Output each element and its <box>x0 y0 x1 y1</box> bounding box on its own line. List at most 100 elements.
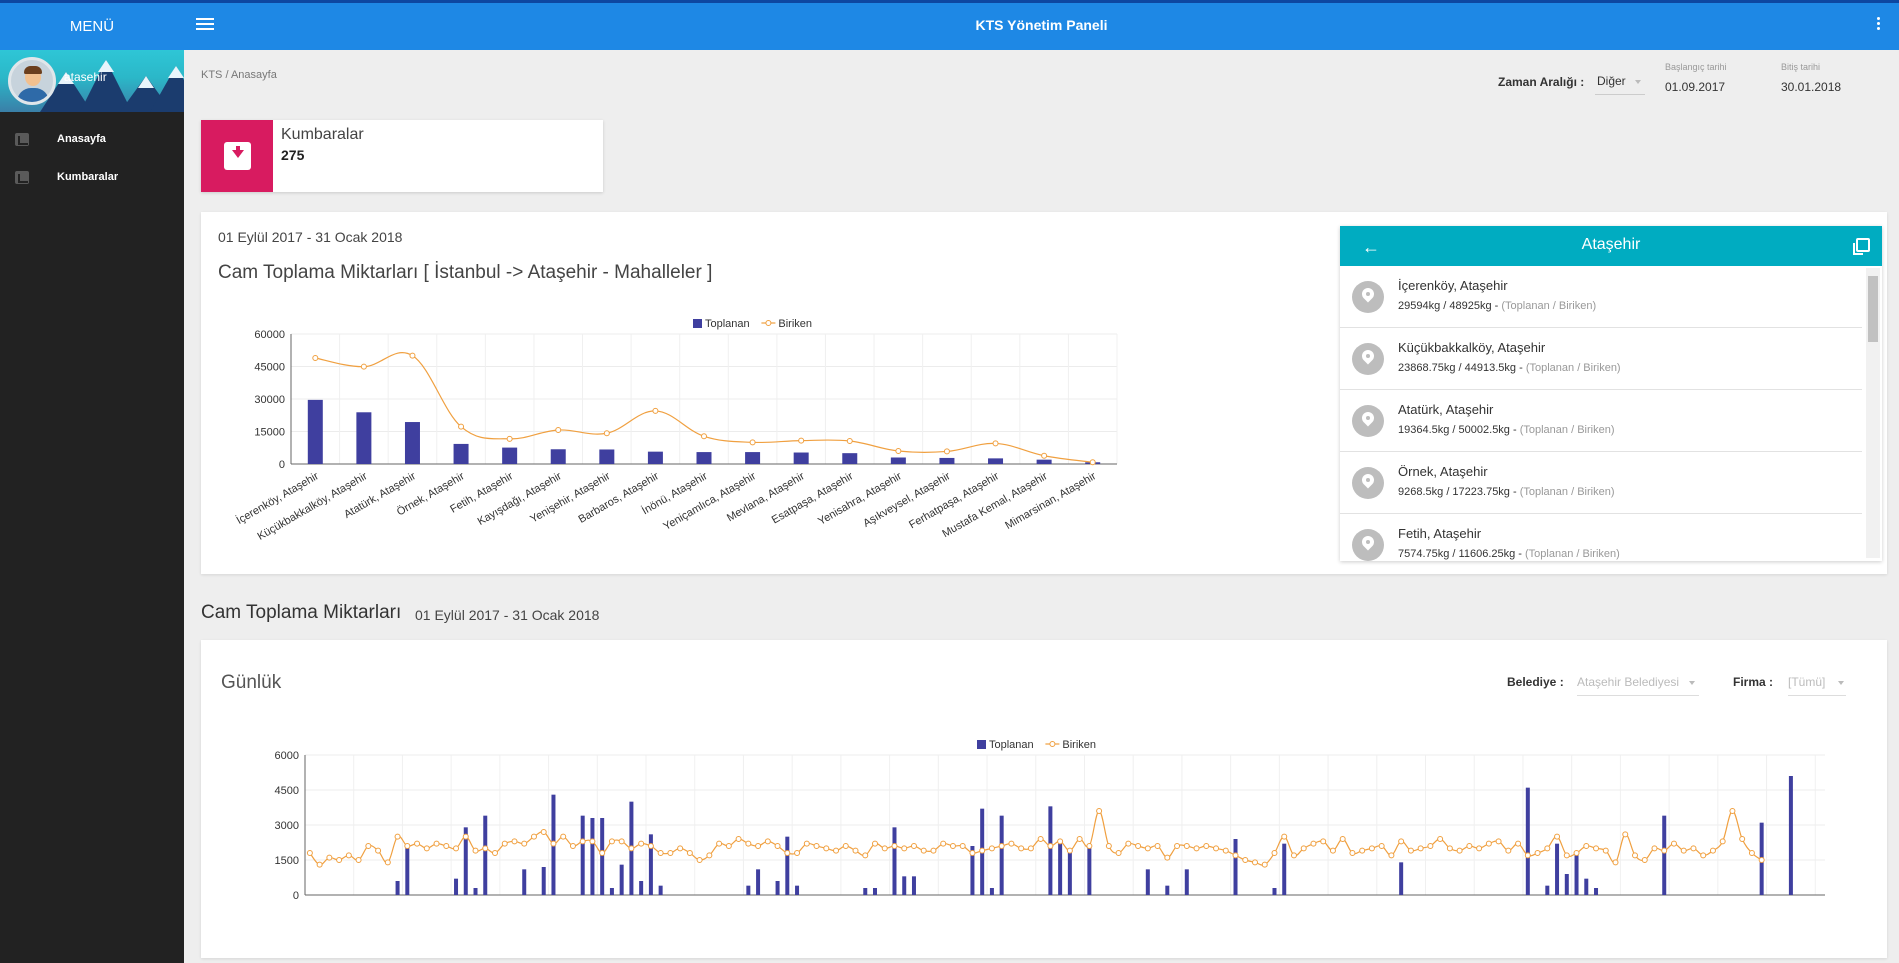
line-point <box>1612 859 1619 866</box>
line-point <box>701 433 707 440</box>
bar <box>1594 888 1599 895</box>
line-point <box>336 857 343 863</box>
line-point <box>1183 843 1190 849</box>
line-point <box>1437 836 1444 842</box>
list-item-values: 29594kg / 48925kg - (Toplanan / Biriken) <box>1398 300 1597 312</box>
line-point <box>725 843 732 849</box>
section-title: Cam Toplama Miktarları <box>201 602 402 623</box>
line-point <box>910 843 917 849</box>
bar <box>619 864 624 895</box>
list-item[interactable]: Fetih, Ataşehir 7574.75kg / 11606.25kg - … <box>1340 514 1862 561</box>
line-point <box>1719 838 1726 845</box>
line-point <box>1485 840 1492 847</box>
line-point <box>988 845 995 852</box>
line-point <box>1154 843 1161 849</box>
line-point <box>409 352 416 359</box>
line-point <box>555 426 562 433</box>
line-point <box>1739 836 1746 842</box>
line-point <box>1339 836 1346 842</box>
line-point <box>1329 847 1336 854</box>
bar-chart-icon <box>15 132 29 146</box>
more-vert-icon[interactable] <box>1875 17 1881 35</box>
x-tick-label: Yeniçamlıca, Ataşehir <box>661 470 758 533</box>
bar <box>745 452 761 464</box>
time-range-select[interactable]: Diğer <box>1595 74 1645 95</box>
line-point <box>365 843 372 849</box>
line-point <box>794 850 801 856</box>
location-pin-icon <box>1352 343 1384 375</box>
line-point <box>943 448 950 455</box>
legend-swatch <box>765 320 772 326</box>
kumbaralar-card[interactable]: Kumbaralar 275 <box>201 120 603 192</box>
hamburger-menu-icon[interactable] <box>196 18 214 32</box>
bar <box>863 888 868 895</box>
line-point <box>998 843 1005 849</box>
line-point <box>603 430 610 437</box>
line-point <box>569 843 576 849</box>
line-point <box>647 843 654 849</box>
legend-label: Toplanan <box>989 739 1034 751</box>
sidebar-item-label: Anasayfa <box>57 133 106 145</box>
legend-label: Biriken <box>1062 739 1096 751</box>
bar <box>502 447 518 464</box>
line-point <box>872 840 878 847</box>
list-item[interactable]: Küçükbakkalköy, Ataşehir 23868.75kg / 449… <box>1340 328 1862 390</box>
y-tick-label: 0 <box>293 890 299 902</box>
x-tick-label: Barbaros, Ataşehir <box>577 470 662 526</box>
line-point <box>540 829 547 835</box>
list-item[interactable]: Atatürk, Ataşehir 19364.5kg / 50002.5kg -… <box>1340 390 1862 452</box>
bar <box>609 888 614 895</box>
bar <box>1233 839 1238 895</box>
list-item-name: Küçükbakkalköy, Ataşehir <box>1398 340 1546 355</box>
bar <box>1165 885 1170 895</box>
line-point <box>949 843 956 849</box>
line-point <box>657 850 664 856</box>
list-item[interactable]: Örnek, Ataşehir 9268.5kg / 17223.75kg - (… <box>1340 452 1862 514</box>
neighborhood-list-panel: ← Ataşehir İçerenköy, Ataşehir 29594kg / … <box>1340 226 1882 561</box>
bar <box>356 412 372 464</box>
line-point <box>443 843 450 849</box>
back-arrow-icon[interactable]: ← <box>1362 237 1380 257</box>
firma-select[interactable]: [Tümü] <box>1788 673 1846 696</box>
line-point <box>1368 845 1375 852</box>
start-date-field[interactable]: 01.09.2017 <box>1665 80 1726 94</box>
line-point <box>1456 847 1463 854</box>
line-point <box>1524 852 1531 859</box>
line-point <box>1086 843 1093 849</box>
bar <box>658 885 663 895</box>
x-tick-label: Esatpaşa, Ataşehir <box>770 470 856 526</box>
sidebar-item-anasayfa[interactable]: Anasayfa <box>0 120 184 158</box>
line-point <box>1193 845 1200 852</box>
bar <box>522 869 527 895</box>
avatar[interactable] <box>8 57 56 105</box>
line-point <box>706 852 713 859</box>
bar <box>999 815 1004 895</box>
line-point <box>1563 852 1570 859</box>
line-point <box>798 437 805 444</box>
line-point <box>667 850 674 856</box>
belediye-select[interactable]: Ataşehir Belediyesi <box>1577 673 1699 696</box>
line-point <box>628 845 635 852</box>
location-pin-icon <box>1352 529 1384 561</box>
line-point <box>1748 850 1755 856</box>
line-point <box>833 847 840 854</box>
bar <box>590 818 595 895</box>
line-point <box>764 838 771 845</box>
scrollbar-thumb[interactable] <box>1868 276 1878 342</box>
line-point <box>1076 836 1083 842</box>
sidebar-item-kumbaralar[interactable]: Kumbaralar <box>0 158 184 196</box>
list-item-name: Fetih, Ataşehir <box>1398 526 1482 541</box>
copy-icon[interactable] <box>1853 238 1870 255</box>
top-app-bar: KTS Yönetim Paneli <box>184 0 1899 50</box>
list-item-name: Örnek, Ataşehir <box>1398 464 1488 479</box>
list-item[interactable]: İçerenköy, Ataşehir 29594kg / 48925kg - (… <box>1340 266 1862 328</box>
line-point <box>1242 857 1249 863</box>
line-point <box>511 838 518 845</box>
line-point <box>1144 845 1151 852</box>
bar <box>1145 869 1150 895</box>
end-date-field[interactable]: 30.01.2018 <box>1781 80 1842 94</box>
scrollbar[interactable] <box>1866 268 1880 558</box>
bar <box>1525 787 1530 895</box>
card-count: 275 <box>281 147 305 163</box>
list-item-name: İçerenköy, Ataşehir <box>1398 278 1508 293</box>
